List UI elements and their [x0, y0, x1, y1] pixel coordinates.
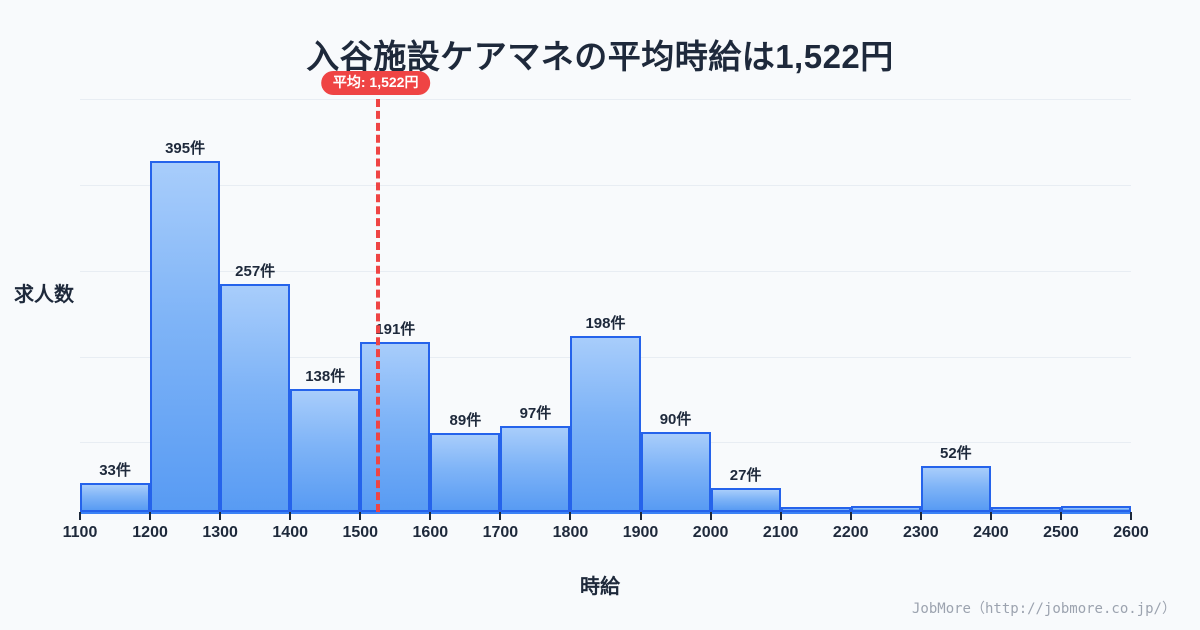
bar-value-label: 89件 — [449, 411, 482, 429]
bar-value-label: 138件 — [305, 368, 346, 386]
bar[interactable] — [430, 432, 501, 512]
gridline — [80, 99, 1131, 100]
bar[interactable] — [640, 432, 711, 512]
x-axis-tick — [639, 512, 642, 520]
x-axis-tick-label: 1100 — [62, 524, 98, 541]
x-axis-tick — [989, 512, 992, 520]
x-axis-tick-label: 1400 — [272, 524, 308, 541]
bar-value-label: 52件 — [939, 444, 972, 462]
bar[interactable] — [780, 506, 851, 512]
x-axis-tick-label: 1500 — [342, 524, 379, 541]
bar-value-label: 191件 — [375, 321, 416, 339]
x-axis-tick — [849, 512, 852, 520]
x-axis-tick-label: 1300 — [202, 524, 238, 541]
bar[interactable] — [150, 161, 221, 512]
gridline — [80, 271, 1131, 272]
bar-value-label: 198件 — [585, 315, 626, 333]
bar-value-label: 97件 — [519, 404, 552, 422]
x-axis-title: 時給 — [580, 576, 620, 598]
x-axis-tick-label: 2500 — [1043, 524, 1079, 541]
bar[interactable] — [990, 506, 1061, 512]
bar[interactable] — [1060, 505, 1131, 512]
x-axis-tick — [219, 512, 222, 520]
bar[interactable] — [570, 336, 641, 512]
x-axis-tick — [79, 512, 81, 520]
x-axis-tick — [919, 512, 922, 520]
x-axis-line — [80, 512, 1131, 514]
average-badge: 平均: 1,522円 — [320, 71, 431, 96]
x-axis-tick-label: 1200 — [132, 524, 168, 541]
x-axis-tick — [709, 512, 712, 520]
x-axis-tick — [149, 512, 152, 520]
bar[interactable] — [80, 482, 151, 512]
bar[interactable] — [290, 389, 361, 512]
x-axis-tick — [779, 512, 782, 520]
page-title: 入谷施設ケアマネの平均時給は1,522円 — [306, 38, 894, 75]
average-line — [375, 99, 380, 512]
bar-value-label: 257件 — [235, 262, 276, 280]
bar[interactable] — [360, 342, 431, 512]
x-axis-tick-label: 1600 — [412, 524, 449, 541]
bar[interactable] — [850, 505, 921, 512]
bar-value-label: 395件 — [165, 140, 206, 158]
x-axis-tick-label: 2200 — [832, 524, 869, 541]
x-axis-tick-label: 2400 — [973, 524, 1009, 541]
x-axis-tick — [289, 512, 292, 520]
bar[interactable] — [500, 425, 571, 512]
bar-value-label: 27件 — [729, 467, 762, 485]
x-axis-tick — [359, 512, 362, 520]
y-axis-title: 求人数 — [14, 284, 74, 306]
x-axis-tick-label: 2300 — [903, 524, 939, 541]
bar[interactable] — [710, 488, 781, 512]
bar[interactable] — [220, 283, 291, 512]
x-axis-tick — [1130, 512, 1132, 520]
x-axis-tick-label: 1800 — [552, 524, 589, 541]
bar[interactable] — [920, 465, 991, 512]
footer-credit: JobMore（http://jobmore.co.jp/） — [911, 601, 1176, 617]
bar-value-label: 90件 — [659, 411, 692, 429]
x-axis-tick — [1059, 512, 1062, 520]
x-axis-tick-label: 1700 — [482, 524, 519, 541]
x-axis-tick-label: 1900 — [622, 524, 659, 541]
plot-area: 33件 395件 257件 138件 191件 89件 97件 198件 90件 27件 52件 1… — [63, 71, 1149, 541]
bar-value-label: 33件 — [99, 461, 131, 479]
x-axis-tick — [499, 512, 502, 520]
x-axis-tick — [429, 512, 432, 520]
x-axis-tick-label: 2600 — [1113, 524, 1149, 541]
x-axis-tick-label: 2100 — [762, 524, 799, 541]
x-axis-tick — [569, 512, 572, 520]
gridline — [80, 185, 1131, 186]
x-axis-tick-label: 2000 — [692, 524, 729, 541]
